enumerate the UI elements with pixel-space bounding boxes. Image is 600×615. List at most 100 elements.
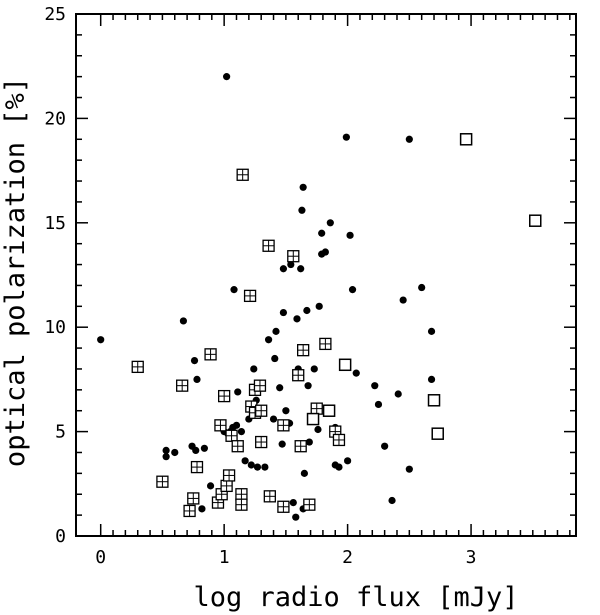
- filled-circle-point: [388, 496, 396, 505]
- filled-circle-point: [352, 369, 360, 377]
- filled-circle-point: [310, 365, 318, 373]
- filled-circle-point: [269, 415, 278, 423]
- y-tick-label: 20: [44, 108, 66, 129]
- filled-circle-point: [427, 327, 436, 335]
- crossed-square-point: [204, 348, 217, 361]
- filled-circle-point: [297, 265, 305, 273]
- crossed-square-point: [214, 419, 227, 432]
- filled-circle-point: [381, 442, 389, 450]
- crossed-square-point: [156, 475, 169, 488]
- crossed-square-point: [235, 488, 248, 501]
- crossed-square-point: [131, 360, 144, 374]
- filled-circle-point: [314, 425, 322, 434]
- axis-tick-labels: 0 1 2 3 0 5 10 15 20 25: [44, 4, 476, 568]
- filled-circle-point: [261, 463, 269, 471]
- filled-circle-point: [237, 428, 246, 436]
- filled-circle-point: [399, 296, 407, 304]
- crossed-square-point: [277, 500, 290, 513]
- open-square-point: [306, 412, 320, 426]
- y-axis-label: optical polarization [%]: [0, 77, 31, 467]
- filled-circle-point: [315, 302, 323, 310]
- data-points: [97, 73, 542, 521]
- y-tick-label: 5: [55, 422, 66, 443]
- y-tick-label: 0: [55, 526, 66, 547]
- crossed-square-point: [294, 440, 307, 453]
- crossed-square-point: [243, 289, 257, 303]
- filled-circle-point: [321, 248, 329, 256]
- filled-circle-point: [299, 183, 307, 191]
- filled-circle-point: [405, 465, 413, 473]
- crossed-square-point: [217, 389, 231, 403]
- filled-circle-point: [241, 457, 249, 465]
- filled-circle-point: [276, 384, 284, 392]
- filled-circle-point: [232, 421, 241, 429]
- open-square-point: [427, 394, 441, 407]
- crossed-square-point: [332, 433, 346, 447]
- filled-circle-point: [300, 469, 308, 477]
- filled-circle-point: [179, 317, 188, 325]
- filled-circle-point: [253, 463, 262, 471]
- filled-circle-point: [287, 260, 295, 269]
- filled-circle-point: [200, 444, 208, 452]
- crossed-square-point: [310, 402, 323, 415]
- filled-circle-point: [97, 336, 105, 344]
- filled-circle-point: [293, 315, 301, 323]
- y-tick-label: 15: [44, 213, 66, 234]
- filled-circle-point: [298, 206, 306, 214]
- filled-circle-point: [304, 382, 312, 390]
- x-tick-label: 3: [466, 547, 477, 568]
- crossed-square-point: [303, 498, 316, 511]
- open-square-point: [529, 214, 542, 227]
- filled-circle-point: [171, 448, 179, 457]
- crossed-square-point: [235, 498, 248, 511]
- filled-circle-point: [344, 457, 352, 465]
- filled-circle-point: [272, 327, 280, 335]
- filled-circle-point: [289, 498, 297, 507]
- crossed-square-point: [222, 469, 236, 482]
- crossed-square-point: [236, 168, 249, 181]
- filled-circle-point: [335, 463, 343, 471]
- crossed-square-point: [176, 379, 189, 392]
- filled-circle-point: [271, 354, 279, 363]
- filled-circle-point: [318, 229, 326, 237]
- crossed-square-point: [255, 404, 268, 417]
- filled-circle-point: [427, 375, 436, 383]
- crossed-square-point: [183, 504, 196, 518]
- filled-circle-point: [162, 446, 170, 454]
- crossed-square-point: [220, 479, 233, 493]
- open-square-point: [338, 358, 352, 372]
- filled-circle-point: [303, 306, 311, 315]
- filled-circle-point: [346, 231, 354, 239]
- filled-circle-point: [234, 388, 242, 396]
- open-square-point: [431, 427, 444, 440]
- y-tick-label: 10: [44, 317, 66, 338]
- filled-circle-point: [418, 283, 426, 292]
- crossed-square-point: [319, 337, 332, 351]
- open-square-point: [322, 404, 336, 417]
- filled-circle-point: [192, 446, 200, 454]
- crossed-square-point: [263, 490, 276, 503]
- x-axis-label: log radio flux [mJy]: [193, 582, 518, 613]
- plot-frame: [75, 13, 577, 537]
- crossed-square-point: [262, 239, 275, 252]
- filled-circle-point: [292, 513, 300, 521]
- filled-circle-point: [371, 382, 379, 390]
- crossed-square-point: [253, 379, 267, 392]
- filled-circle-point: [206, 482, 215, 490]
- filled-circle-point: [264, 336, 273, 344]
- filled-circle-point: [230, 286, 238, 294]
- filled-circle-point: [162, 453, 170, 461]
- filled-circle-point: [279, 265, 288, 273]
- filled-circle-point: [198, 505, 206, 513]
- crossed-square-point: [190, 460, 204, 474]
- x-tick-label: 0: [95, 547, 106, 568]
- axis-ticks: [76, 13, 576, 537]
- crossed-square-point: [287, 250, 300, 263]
- crossed-square-point: [231, 440, 244, 453]
- filled-circle-point: [374, 400, 383, 409]
- crossed-square-point: [292, 369, 305, 382]
- filled-circle-point: [405, 135, 413, 143]
- crossed-square-point: [255, 435, 268, 449]
- crossed-square-point: [277, 419, 290, 432]
- filled-circle-point: [282, 407, 290, 415]
